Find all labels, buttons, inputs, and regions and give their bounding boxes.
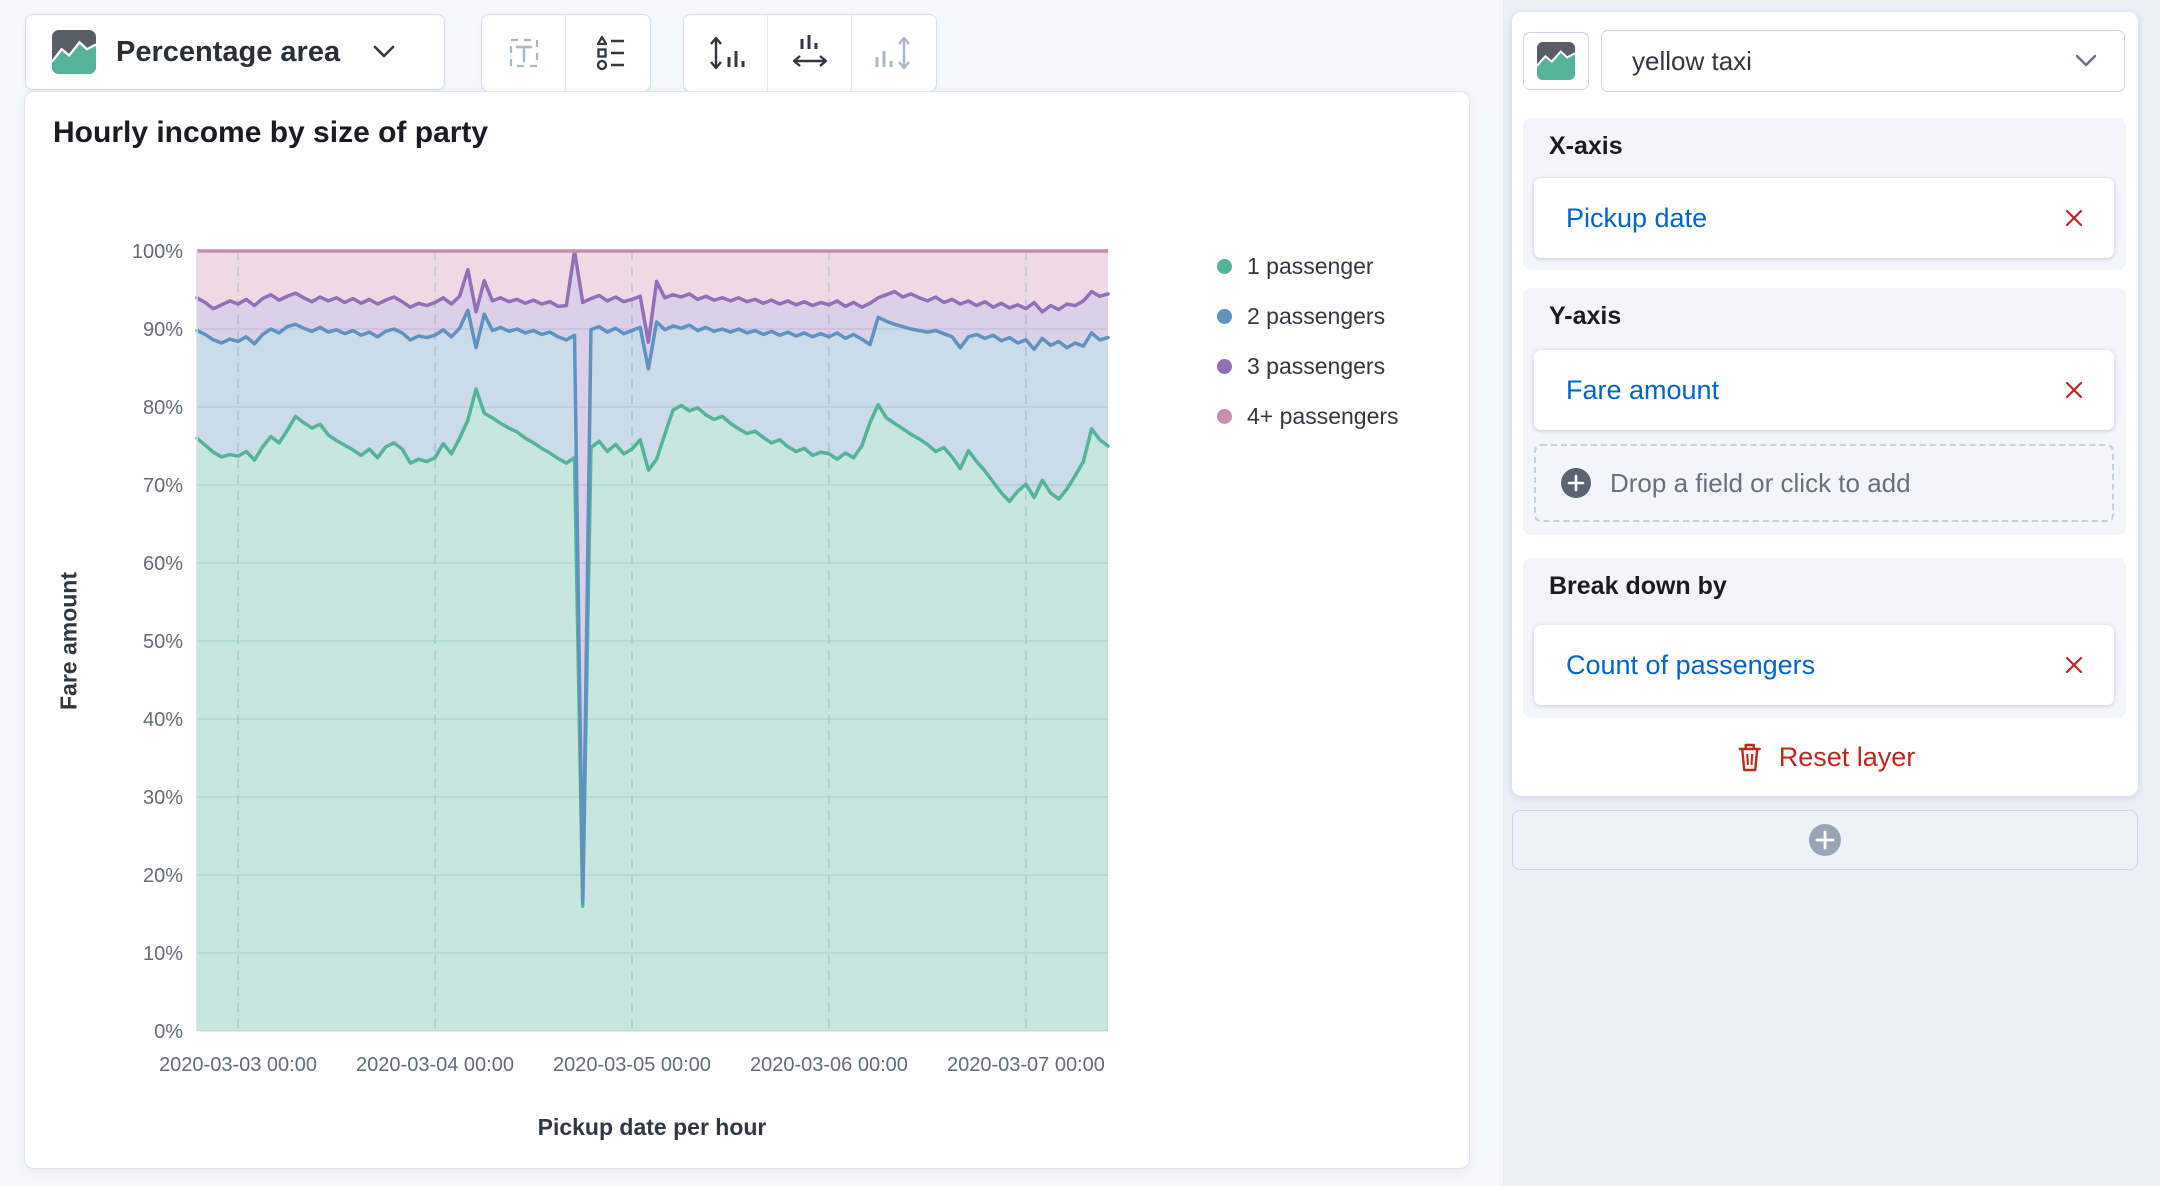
y-axis-section-label: Y-axis bbox=[1549, 302, 1622, 330]
reset-layer-button[interactable]: Reset layer bbox=[1729, 740, 1922, 774]
trash-icon bbox=[1735, 741, 1765, 773]
reset-layer-label: Reset layer bbox=[1778, 741, 1916, 772]
annotation-legend-button-group bbox=[481, 14, 651, 92]
chart-type-label: Percentage area bbox=[116, 35, 341, 68]
legend-item[interactable]: 4+ passengers bbox=[1217, 403, 1399, 430]
remove-field-button[interactable] bbox=[2058, 202, 2090, 234]
remove-field-button[interactable] bbox=[2058, 649, 2090, 681]
x-axis-section-label: X-axis bbox=[1549, 132, 1623, 160]
legend-label: 3 passengers bbox=[1247, 353, 1386, 379]
left-axis-button[interactable] bbox=[684, 15, 768, 91]
y-axis-section: Y-axis Fare amount bbox=[1523, 288, 2126, 535]
plus-circle-icon bbox=[1807, 822, 1843, 858]
field-chip-fare-amount[interactable]: Fare amount bbox=[1534, 350, 2114, 430]
remove-field-button[interactable] bbox=[2058, 374, 2090, 406]
field-chip-pickup-date[interactable]: Pickup date bbox=[1534, 178, 2114, 258]
x-axis-section: X-axis Pickup date bbox=[1523, 118, 2126, 270]
legend-icon bbox=[587, 32, 629, 74]
svg-text:30%: 30% bbox=[143, 787, 183, 809]
legend-label: 1 passenger bbox=[1247, 253, 1374, 279]
svg-text:80%: 80% bbox=[143, 397, 183, 419]
area-chart-icon bbox=[1537, 42, 1575, 80]
y-axis-title: Fare amount bbox=[55, 571, 82, 711]
field-chip-label: Pickup date bbox=[1566, 202, 1708, 233]
workspace: Percentage area bbox=[24, 14, 1470, 1169]
drop-field-zone[interactable]: Drop a field or click to add bbox=[1534, 444, 2114, 522]
add-layer-button[interactable] bbox=[1512, 810, 2138, 870]
area-chart-icon bbox=[52, 30, 96, 74]
legend-item[interactable]: 3 passengers bbox=[1217, 353, 1399, 380]
dataset-select[interactable]: yellow taxi bbox=[1601, 30, 2125, 92]
field-chip-count-of-passengers[interactable]: Count of passengers bbox=[1534, 625, 2114, 705]
cross-icon bbox=[2062, 206, 2086, 230]
svg-text:50%: 50% bbox=[143, 631, 183, 653]
axis-settings-button-group bbox=[683, 14, 937, 92]
plus-circle-icon bbox=[1560, 467, 1592, 499]
svg-text:90%: 90% bbox=[143, 319, 183, 341]
breakdown-section: Break down by Count of passengers bbox=[1523, 558, 2126, 718]
right-axis-icon bbox=[872, 31, 916, 75]
svg-text:60%: 60% bbox=[143, 553, 183, 575]
field-chip-label: Count of passengers bbox=[1566, 649, 1816, 680]
svg-text:10%: 10% bbox=[143, 943, 183, 965]
svg-text:2020-03-07 00:00: 2020-03-07 00:00 bbox=[947, 1054, 1105, 1076]
svg-text:2020-03-03 00:00: 2020-03-03 00:00 bbox=[159, 1054, 317, 1076]
config-sidebar: yellow taxi X-axis Pickup date bbox=[1503, 0, 2160, 1186]
svg-text:2020-03-06 00:00: 2020-03-06 00:00 bbox=[750, 1054, 908, 1076]
legend-dot bbox=[1217, 409, 1232, 424]
svg-text:0%: 0% bbox=[154, 1021, 183, 1043]
svg-text:2020-03-05 00:00: 2020-03-05 00:00 bbox=[553, 1054, 711, 1076]
cross-icon bbox=[2062, 653, 2086, 677]
legend-label: 4+ passengers bbox=[1247, 403, 1399, 429]
chart-type-switcher[interactable]: Percentage area bbox=[25, 14, 445, 90]
legend-settings-button[interactable] bbox=[566, 15, 650, 91]
svg-text:70%: 70% bbox=[143, 475, 183, 497]
layer-chart-type-button[interactable] bbox=[1523, 32, 1589, 90]
legend-dot bbox=[1217, 309, 1232, 324]
horizontal-axis-icon bbox=[788, 31, 832, 75]
breakdown-section-label: Break down by bbox=[1549, 572, 1727, 600]
layer-config-card: yellow taxi X-axis Pickup date bbox=[1512, 12, 2138, 796]
svg-text:100%: 100% bbox=[132, 241, 183, 263]
svg-text:40%: 40% bbox=[143, 709, 183, 731]
drop-field-text: Drop a field or click to add bbox=[1610, 467, 1911, 498]
legend-dot bbox=[1217, 259, 1232, 274]
field-chip-label: Fare amount bbox=[1566, 374, 1720, 405]
svg-text:20%: 20% bbox=[143, 865, 183, 887]
chart-title: Hourly income by size of party bbox=[53, 116, 489, 149]
legend-item[interactable]: 1 passenger bbox=[1217, 253, 1399, 280]
text-annotation-button[interactable] bbox=[482, 15, 566, 91]
legend-label: 2 passengers bbox=[1247, 303, 1386, 329]
visualization-panel: Hourly income by size of party 0% 10% 20% 3… bbox=[24, 91, 1470, 1169]
legend-dot bbox=[1217, 359, 1232, 374]
svg-text:2020-03-04 00:00: 2020-03-04 00:00 bbox=[356, 1054, 514, 1076]
text-annotation-icon bbox=[503, 32, 545, 74]
legend-item[interactable]: 2 passengers bbox=[1217, 303, 1399, 330]
stacked-area-chart[interactable]: 0% 10% 20% 30% 40% 50% 60% 70% 80% 90% 100% 2020-03… bbox=[25, 92, 1469, 1168]
chart-legend: 1 passenger 2 passengers 3 passengers 4+… bbox=[1217, 253, 1399, 430]
bottom-axis-button[interactable] bbox=[768, 15, 852, 91]
right-axis-button[interactable] bbox=[852, 15, 936, 91]
cross-icon bbox=[2062, 378, 2086, 402]
chevron-down-icon bbox=[2074, 53, 2098, 69]
chevron-down-icon bbox=[372, 44, 396, 60]
dataset-value: yellow taxi bbox=[1632, 45, 1752, 76]
x-axis-title: Pickup date per hour bbox=[537, 1114, 767, 1140]
vertical-axis-icon bbox=[704, 31, 748, 75]
